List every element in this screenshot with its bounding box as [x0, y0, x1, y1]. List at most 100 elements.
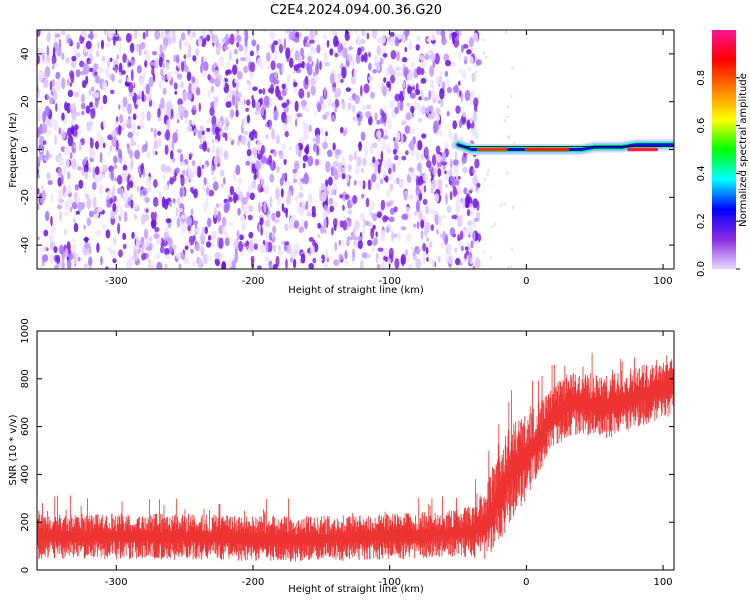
noise-speckle: [459, 261, 463, 266]
noise-speckle: [335, 149, 341, 156]
noise-speckle: [148, 186, 152, 193]
noise-speckle: [92, 181, 97, 191]
noise-speckle: [138, 43, 142, 56]
noise-speckle: [116, 54, 120, 60]
noise-speckle: [193, 188, 198, 199]
noise-speckle: [459, 241, 463, 248]
noise-speckle: [269, 173, 275, 183]
noise-speckle: [431, 258, 435, 269]
noise-speckle: [385, 226, 390, 234]
noise-speckle: [88, 67, 94, 73]
noise-speckle: [201, 56, 204, 66]
noise-speckle: [372, 69, 377, 74]
noise-speckle: [408, 167, 414, 173]
colorbar-tick-label: 0.6: [696, 118, 707, 134]
noise-speckle: [236, 71, 243, 80]
noise-speckle: [152, 99, 155, 108]
noise-speckle: [418, 210, 423, 221]
noise-speckle: [374, 112, 378, 121]
noise-speckle: [128, 257, 131, 266]
noise-speckle-faint: [505, 30, 508, 34]
noise-speckle: [231, 259, 236, 269]
x-tick-label: -100: [378, 577, 401, 588]
noise-speckle: [234, 78, 239, 84]
noise-speckle: [96, 242, 100, 253]
noise-speckle: [436, 229, 439, 235]
noise-speckle: [180, 222, 187, 234]
noise-speckle: [241, 221, 246, 232]
noise-speckle: [132, 204, 139, 210]
noise-speckle: [235, 186, 241, 194]
noise-speckle: [153, 128, 157, 139]
noise-speckle: [113, 176, 118, 182]
noise-speckle: [206, 118, 212, 124]
noise-speckle: [213, 96, 219, 103]
noise-speckle: [412, 251, 416, 257]
noise-speckle: [347, 220, 352, 228]
noise-speckle: [175, 112, 180, 120]
noise-speckle: [421, 89, 424, 101]
noise-speckle: [422, 242, 426, 252]
noise-speckle: [448, 169, 453, 177]
noise-speckle: [104, 67, 110, 79]
noise-speckle: [430, 208, 435, 215]
noise-speckle: [77, 201, 83, 212]
noise-speckle: [75, 52, 81, 58]
noise-speckle: [271, 129, 276, 141]
noise-speckle: [311, 205, 316, 215]
noise-speckle: [286, 73, 291, 85]
noise-speckle: [129, 193, 134, 199]
x-tick-label: -300: [105, 577, 128, 588]
noise-speckle: [37, 236, 41, 241]
noise-speckle: [298, 137, 305, 145]
noise-speckle-faint: [469, 187, 472, 191]
noise-speckle: [333, 224, 337, 231]
colorbar-tick-label: 0.8: [696, 70, 707, 86]
noise-speckle: [397, 159, 402, 165]
noise-speckle: [415, 151, 421, 161]
noise-speckle: [284, 130, 289, 138]
noise-speckle: [344, 194, 350, 200]
noise-speckle: [313, 71, 316, 77]
noise-speckle: [273, 219, 280, 224]
noise-speckle: [437, 255, 441, 263]
noise-speckle: [75, 69, 81, 78]
noise-speckle: [69, 206, 73, 212]
noise-speckle: [127, 143, 131, 155]
noise-speckle: [143, 228, 149, 239]
noise-speckle: [204, 226, 208, 235]
noise-speckle: [472, 265, 476, 269]
noise-speckle: [408, 213, 412, 219]
noise-speckle-faint: [510, 94, 513, 98]
noise-speckle: [285, 47, 291, 59]
noise-speckle: [413, 211, 418, 216]
noise-speckle: [288, 57, 294, 69]
noise-speckle-faint: [507, 136, 510, 140]
noise-speckle: [248, 205, 254, 212]
noise-speckle: [386, 143, 391, 154]
noise-speckle: [207, 235, 212, 241]
noise-speckle: [64, 158, 70, 169]
noise-speckle: [218, 42, 222, 50]
noise-speckle: [284, 223, 289, 231]
noise-speckle: [78, 129, 82, 135]
noise-speckle: [211, 144, 216, 155]
noise-speckle: [225, 33, 229, 41]
noise-speckle: [458, 80, 461, 86]
noise-speckle: [49, 80, 53, 91]
noise-speckle: [122, 232, 127, 240]
noise-speckle: [56, 254, 61, 264]
noise-speckle: [133, 183, 137, 190]
noise-speckle: [374, 237, 378, 245]
noise-speckle: [122, 164, 128, 172]
noise-speckle: [89, 148, 96, 159]
noise-speckle: [390, 74, 395, 84]
noise-speckle: [342, 220, 348, 231]
noise-speckle: [441, 214, 447, 219]
noise-speckle: [100, 255, 103, 266]
noise-speckle: [302, 54, 305, 61]
noise-speckle: [372, 142, 378, 148]
noise-speckle: [260, 174, 263, 186]
noise-speckle: [210, 30, 214, 39]
